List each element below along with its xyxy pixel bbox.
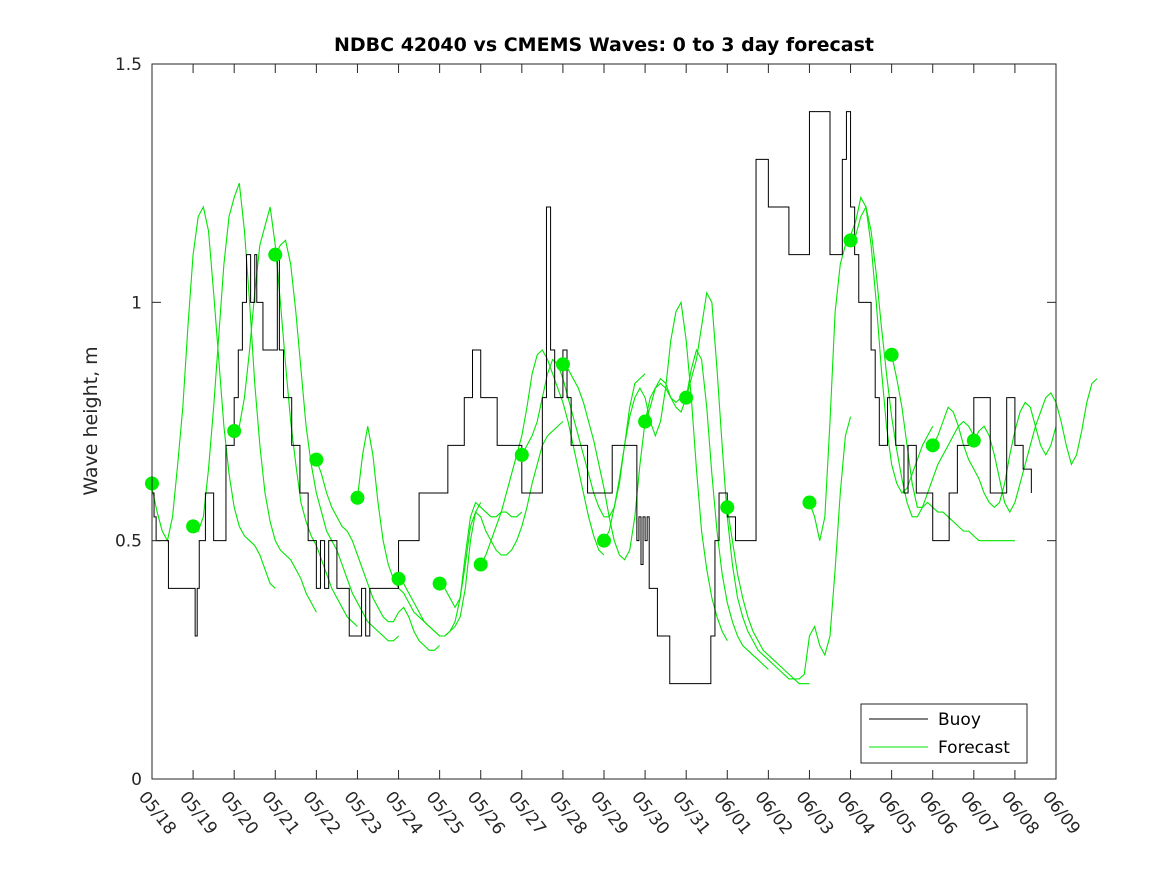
plot-area	[152, 64, 1056, 779]
forecast-marker-12	[638, 414, 653, 429]
forecast-marker-13	[679, 390, 694, 405]
forecast-marker-5	[350, 490, 365, 505]
forecast-line-16	[850, 205, 975, 518]
forecast-marker-10	[555, 357, 570, 372]
forecast-line-1	[192, 182, 317, 613]
forecast-line-13	[685, 291, 810, 685]
forecast-marker-9	[514, 447, 529, 462]
y-tick-label: 0.5	[115, 532, 142, 552]
forecast-line-8	[480, 349, 605, 565]
legend-label-buoy: Buoy	[938, 710, 981, 730]
buoy-line	[152, 111, 1032, 685]
chart-title: NDBC 42040 vs CMEMS Waves: 0 to 3 day fo…	[334, 34, 874, 56]
forecast-line-5	[356, 426, 482, 637]
forecast-line-0	[151, 205, 276, 589]
forecast-line-15	[808, 195, 934, 541]
forecast-marker-17	[884, 347, 899, 362]
forecast-marker-8	[473, 557, 488, 572]
forecast-line-14	[726, 416, 852, 680]
forecast-marker-14	[720, 500, 735, 515]
forecast-marker-1	[186, 519, 201, 534]
forecast-line-4	[315, 459, 441, 651]
forecast-marker-7	[432, 576, 447, 591]
forecast-marker-19	[966, 433, 981, 448]
y-tick-label: 0	[131, 770, 142, 790]
forecast-line-19	[973, 378, 1098, 514]
series-layer	[145, 111, 1098, 685]
y-tick-label: 1	[131, 293, 142, 313]
forecast-marker-2	[227, 424, 242, 439]
forecast-marker-18	[925, 438, 940, 453]
legend-label-forecast: Forecast	[938, 738, 1010, 758]
forecast-marker-11	[597, 533, 611, 548]
forecast-line-17	[891, 354, 1015, 542]
legend: Buoy Forecast	[860, 703, 1028, 764]
forecast-line-12	[644, 348, 769, 670]
y-tick-label: 1.5	[115, 55, 142, 75]
forecast-marker-15	[802, 495, 817, 510]
legend-box	[860, 703, 1028, 764]
forecast-marker-16	[843, 233, 858, 248]
forecast-marker-4	[309, 452, 324, 467]
forecast-marker-6	[391, 571, 406, 586]
y-axis-label: Wave height, m	[80, 346, 102, 495]
forecast-marker-3	[268, 247, 283, 262]
